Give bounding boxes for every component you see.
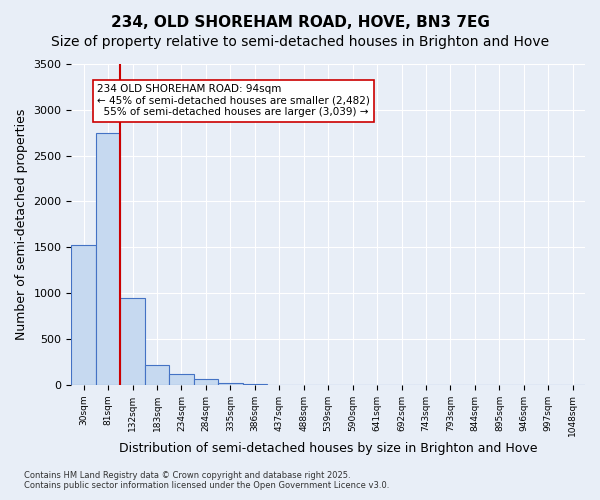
X-axis label: Distribution of semi-detached houses by size in Brighton and Hove: Distribution of semi-detached houses by … [119, 442, 538, 455]
Text: Size of property relative to semi-detached houses in Brighton and Hove: Size of property relative to semi-detach… [51, 35, 549, 49]
Bar [169, 374, 194, 384]
Bar [96, 132, 121, 384]
Bar [121, 298, 145, 384]
Bar [218, 383, 242, 384]
Bar [194, 379, 218, 384]
Bar [71, 246, 96, 384]
Text: Contains HM Land Registry data © Crown copyright and database right 2025.
Contai: Contains HM Land Registry data © Crown c… [24, 470, 389, 490]
Text: 234 OLD SHOREHAM ROAD: 94sqm
← 45% of semi-detached houses are smaller (2,482)
 : 234 OLD SHOREHAM ROAD: 94sqm ← 45% of se… [97, 84, 370, 117]
Text: 234, OLD SHOREHAM ROAD, HOVE, BN3 7EG: 234, OLD SHOREHAM ROAD, HOVE, BN3 7EG [110, 15, 490, 30]
Bar [145, 366, 169, 384]
Y-axis label: Number of semi-detached properties: Number of semi-detached properties [15, 108, 28, 340]
